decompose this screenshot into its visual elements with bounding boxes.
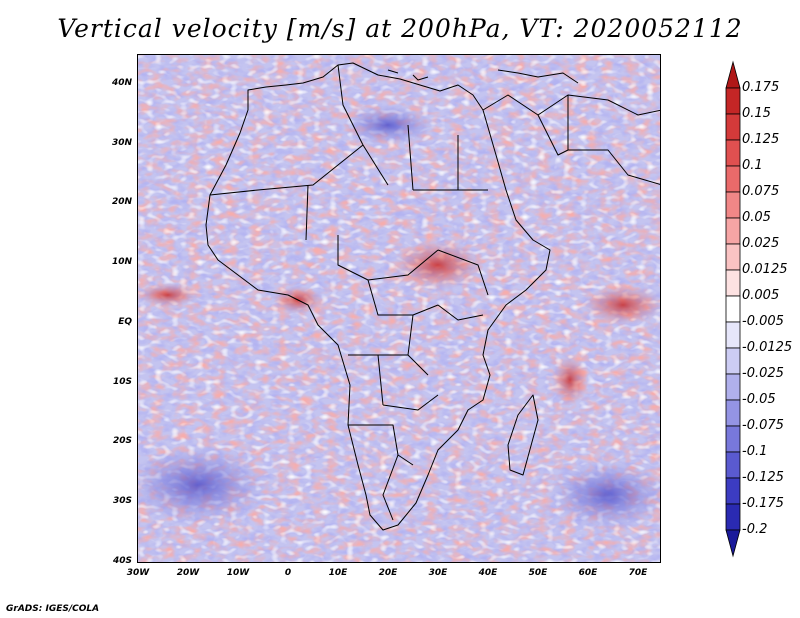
colorbar-swatch xyxy=(725,477,741,505)
colorbar-swatch xyxy=(725,165,741,193)
colorbar-label: -0.0125 xyxy=(742,340,793,355)
lon-label: 20E xyxy=(378,568,398,578)
lon-label: 40E xyxy=(478,568,498,578)
ascent-region xyxy=(138,283,198,307)
lat-label: 40N xyxy=(111,78,132,88)
lat-label: EQ xyxy=(118,317,132,327)
lon-label: 60E xyxy=(578,568,598,578)
colorbar-swatch xyxy=(725,373,741,401)
colorbar-swatch xyxy=(725,451,741,479)
colorbar-label: -0.075 xyxy=(742,418,784,433)
coastlines-and-borders xyxy=(205,62,660,531)
colorbar-swatch xyxy=(725,113,741,141)
map-plot-area xyxy=(137,54,661,563)
colorbar-label: -0.175 xyxy=(742,496,784,511)
colorbar-label: 0.175 xyxy=(742,80,780,95)
colorbar-swatch xyxy=(725,60,741,89)
chart-title: Vertical velocity [m/s] at 200hPa, VT: 2… xyxy=(57,14,743,43)
colorbar-swatch xyxy=(725,321,741,349)
ascent-region xyxy=(552,355,588,405)
lat-label: 30S xyxy=(112,496,132,506)
colorbar-swatch xyxy=(725,399,741,427)
colorbar-swatch xyxy=(725,295,741,323)
colorbar-label: 0.1 xyxy=(742,158,763,173)
lat-label: 20N xyxy=(111,197,132,207)
colorbar-label: 0.05 xyxy=(742,210,771,225)
colorbar-label: 0.025 xyxy=(742,236,780,251)
colorbar-swatch xyxy=(725,269,741,297)
lat-label: 30N xyxy=(111,138,132,148)
colorbar-swatch xyxy=(725,191,741,219)
colorbar-label: 0.15 xyxy=(742,106,771,121)
lon-label: 10E xyxy=(328,568,348,578)
credit-text: GrADS: IGES/COLA xyxy=(6,604,100,614)
colorbar-label: -0.025 xyxy=(742,366,784,381)
lon-label: 20W xyxy=(176,568,200,578)
colorbar-label: 0.125 xyxy=(742,132,780,147)
colorbar-label: -0.005 xyxy=(742,314,784,329)
colorbar-swatch xyxy=(725,139,741,167)
lat-label: 40S xyxy=(112,556,132,566)
colorbar-label: -0.2 xyxy=(742,522,768,537)
colorbar-label: 0.0125 xyxy=(742,262,788,277)
lon-label: 50E xyxy=(528,568,548,578)
ascent-region xyxy=(583,285,660,325)
lat-label: 10N xyxy=(111,257,132,267)
colorbar-swatch xyxy=(725,503,741,531)
colorbar-swatch xyxy=(725,243,741,271)
colorbar-swatch xyxy=(725,217,741,245)
vertical-velocity-field xyxy=(138,55,660,562)
descent-region xyxy=(343,105,433,145)
colorbar-label: -0.1 xyxy=(742,444,768,459)
lat-label: 20S xyxy=(112,436,132,446)
lat-label: 10S xyxy=(112,377,132,387)
descent-region xyxy=(138,445,268,525)
descent-region xyxy=(548,460,660,530)
colorbar-swatch xyxy=(725,87,741,115)
lon-label: 30W xyxy=(126,568,150,578)
lon-label: 30E xyxy=(428,568,448,578)
colorbar-label: 0.005 xyxy=(742,288,780,303)
colorbar-swatch xyxy=(725,347,741,375)
colorbar-label: 0.075 xyxy=(742,184,780,199)
colorbar-swatch xyxy=(725,425,741,453)
lon-label: 70E xyxy=(628,568,648,578)
colorbar-label: -0.05 xyxy=(742,392,776,407)
colorbar-swatch xyxy=(725,529,741,558)
lon-label: 10W xyxy=(226,568,250,578)
colorbar-label: -0.125 xyxy=(742,470,784,485)
ascent-region xyxy=(393,240,483,290)
lon-label: 0 xyxy=(284,568,292,578)
